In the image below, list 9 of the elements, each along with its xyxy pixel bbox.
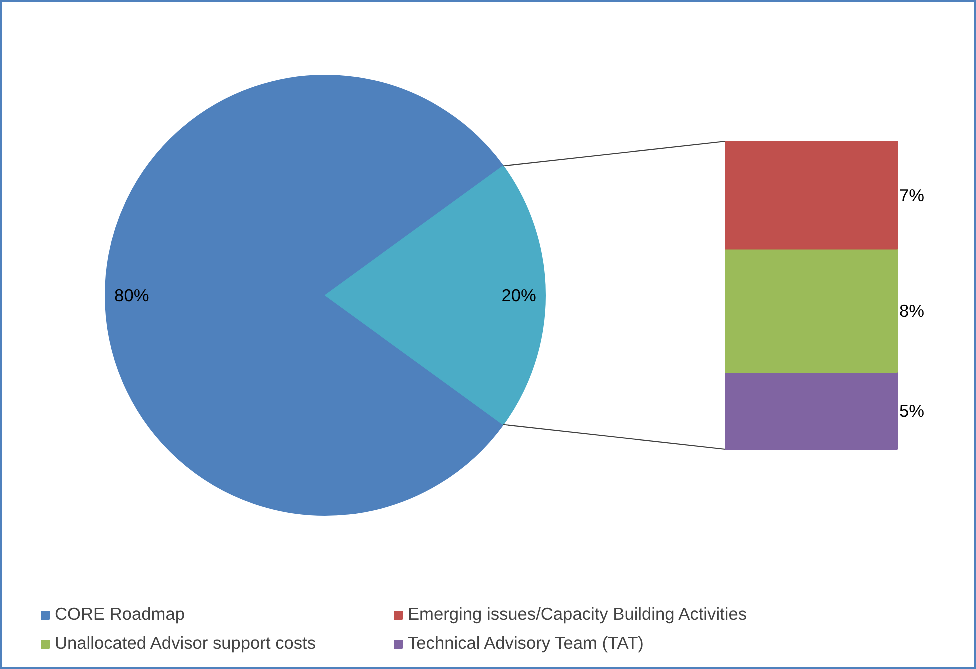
legend-label: Unallocated Advisor support costs bbox=[55, 633, 318, 654]
legend-label: Emerging issues/Capacity Building Activities bbox=[408, 604, 748, 625]
data-label: 80% bbox=[114, 286, 150, 306]
data-label: 8% bbox=[900, 300, 925, 321]
data-label: 5% bbox=[900, 401, 925, 421]
legend-label: CORE Roadmap bbox=[55, 604, 186, 625]
data-label: 20% bbox=[502, 286, 536, 306]
legend-label: Technical Advisory Team (TAT) bbox=[408, 633, 645, 654]
data-label: 7% bbox=[900, 185, 925, 206]
